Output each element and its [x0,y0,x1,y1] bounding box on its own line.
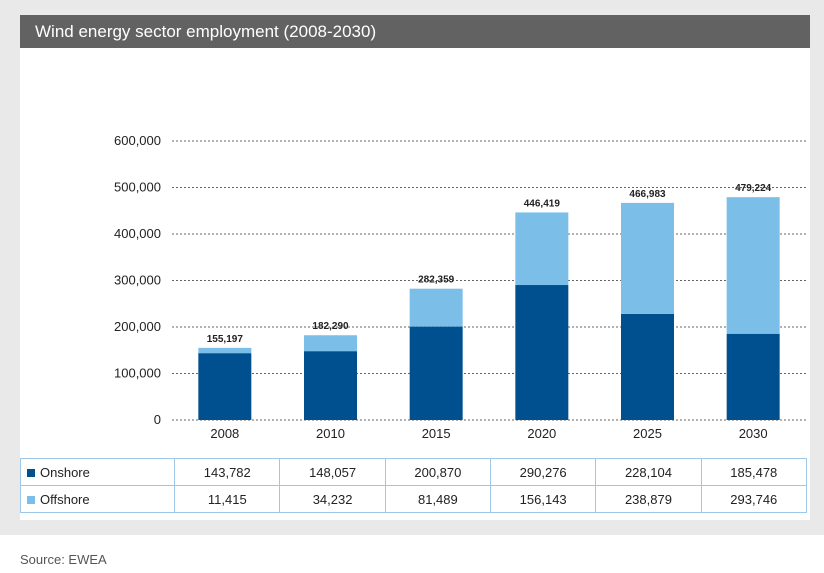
y-tick-label: 400,000 [114,226,161,241]
x-tick-label: 2020 [527,426,556,441]
table-cell: 200,870 [384,458,492,486]
bar-offshore-2020 [515,212,569,286]
table-cell: 11,415 [174,485,281,513]
total-label: 282,359 [418,275,455,286]
table-cell: 238,879 [595,485,702,513]
bar-offshore-2008 [198,347,252,354]
table-cell: 228,104 [595,458,702,486]
x-tick-label: 2010 [316,426,345,441]
total-label: 479,224 [735,183,772,194]
bar-offshore-2015 [409,288,463,327]
chart-area [20,48,810,520]
total-label: 446,419 [524,198,561,209]
x-tick-label: 2025 [633,426,662,441]
table-row-offshore: Offshore 11,415 34,232 81,489 156,143 23… [19,485,808,513]
table-cell: 81,489 [384,485,492,513]
total-label: 155,197 [207,334,244,345]
table-row-onshore: Onshore 143,782 148,057 200,870 290,276 … [19,458,808,486]
data-table: Onshore 143,782 148,057 200,870 290,276 … [19,458,808,513]
table-cell: 143,782 [174,458,281,486]
table-cell: 293,746 [700,485,808,513]
bar-onshore-2030 [726,333,780,420]
x-tick-label: 2015 [422,426,451,441]
table-cell: 290,276 [490,458,597,486]
bar-onshore-2025 [621,313,674,420]
table-cell: 148,057 [279,458,386,486]
x-tick-label: 2030 [739,426,768,441]
legend-label-offshore: Offshore [40,491,90,507]
bar-offshore-2010 [304,335,357,352]
source-note: Source: EWEA [20,552,107,567]
legend-label-onshore: Onshore [40,464,90,480]
offshore-swatch [27,495,35,504]
bar-onshore-2008 [198,353,252,420]
bar-onshore-2010 [304,351,357,420]
legend-onshore: Onshore [19,458,176,486]
bar-offshore-2025 [621,202,674,314]
table-cell: 185,478 [700,458,808,486]
y-tick-label: 0 [154,412,161,427]
y-tick-label: 500,000 [114,180,161,195]
table-cell: 156,143 [490,485,597,513]
y-tick-label: 300,000 [114,273,161,288]
table-cell: 34,232 [279,485,386,513]
stacked-bar-chart: 0 100,000 200,000 300,000 400,000 500,000 600,… [114,133,806,441]
x-tick-label: 2008 [210,426,239,441]
y-tick-label: 100,000 [114,366,161,381]
bar-onshore-2020 [515,285,569,420]
y-tick-label: 600,000 [114,133,161,148]
total-label: 182,290 [312,321,349,332]
onshore-swatch [27,468,35,477]
legend-offshore: Offshore [19,485,176,513]
total-label: 466,983 [629,189,666,200]
y-tick-label: 200,000 [114,319,161,334]
bar-offshore-2030 [726,197,780,334]
bar-onshore-2015 [409,326,463,420]
chart-title: Wind energy sector employment (2008-2030… [20,15,810,48]
